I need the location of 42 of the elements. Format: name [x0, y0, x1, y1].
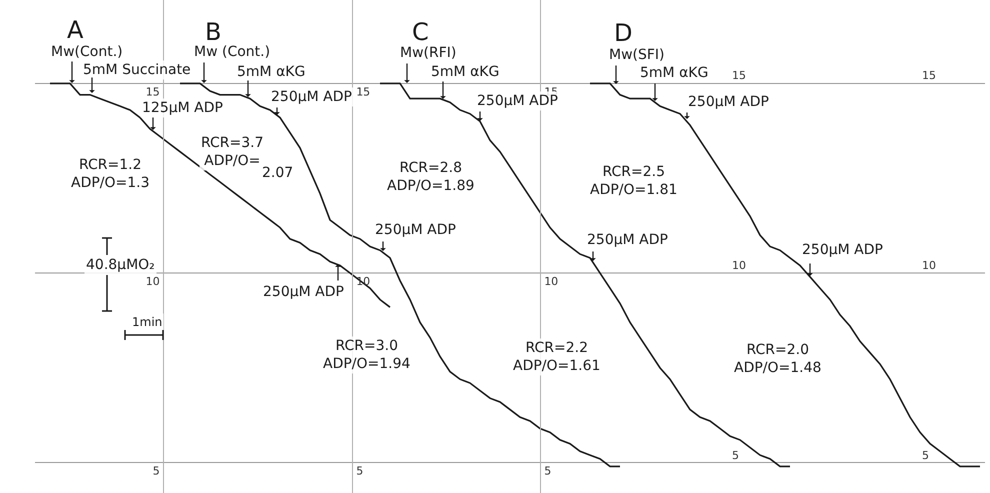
annotation: 5mM Succinate	[83, 62, 191, 78]
y3-tick-label: 5	[544, 464, 552, 478]
annotation: 15	[922, 69, 936, 82]
annotation: B	[205, 18, 222, 46]
annotation: Mw(SFI)	[609, 47, 665, 63]
annotation: 5mM αKG	[431, 64, 500, 80]
y-tick-label: 5	[152, 464, 160, 478]
annotation: Mw(RFI)	[400, 45, 456, 61]
annotation: RCR=2.5 ADP/O=1.81	[590, 164, 678, 198]
annotation: 250μM ADP	[271, 89, 352, 105]
annotation: A	[67, 16, 84, 44]
annotation: RCR=2.2 ADP/O=1.61	[513, 340, 600, 374]
annotation: 40.8μMO₂	[86, 257, 155, 273]
annotation: 5	[922, 449, 929, 462]
annotation: 5	[732, 449, 739, 462]
annotation: Mw(Cont.)	[51, 44, 123, 60]
annotation: 10	[732, 259, 746, 272]
annotation: 2.07	[262, 165, 294, 181]
y3-tick-label: 10	[544, 274, 558, 288]
annotation: 250μM ADP	[587, 232, 668, 248]
y2-tick-label: 5	[356, 464, 364, 478]
y-tick-label: 10	[146, 274, 160, 288]
annotation: Mw (Cont.)	[194, 44, 270, 60]
annotation: 10	[922, 259, 936, 272]
annotation: 5mM αKG	[237, 64, 306, 80]
annotation: RCR=2.8 ADP/O=1.89	[387, 160, 474, 194]
annotation: 125μM ADP	[142, 100, 223, 116]
annotation: RCR=3.7 ADP/O=	[201, 135, 264, 170]
annotation: 250μM ADP	[802, 242, 883, 258]
annotation: 250μM ADP	[375, 222, 456, 238]
annotation: D	[614, 19, 632, 47]
annotation: 15	[732, 69, 746, 82]
annotation: 5mM αKG	[640, 65, 708, 81]
annotation: 250μM ADP	[688, 94, 769, 110]
annotation: RCR=3.0 ADP/O=1.94	[323, 338, 411, 372]
y2-tick-label: 15	[356, 85, 370, 98]
annotation: RCR=2.0 ADP/O=1.48	[734, 342, 822, 376]
y-tick-label: 15	[146, 85, 160, 98]
annotation: 250μM ADP	[263, 284, 344, 300]
annotation: C	[412, 18, 429, 46]
annotation: 1min	[132, 315, 162, 329]
annotation: RCR=1.2 ADP/O=1.3	[71, 157, 150, 192]
